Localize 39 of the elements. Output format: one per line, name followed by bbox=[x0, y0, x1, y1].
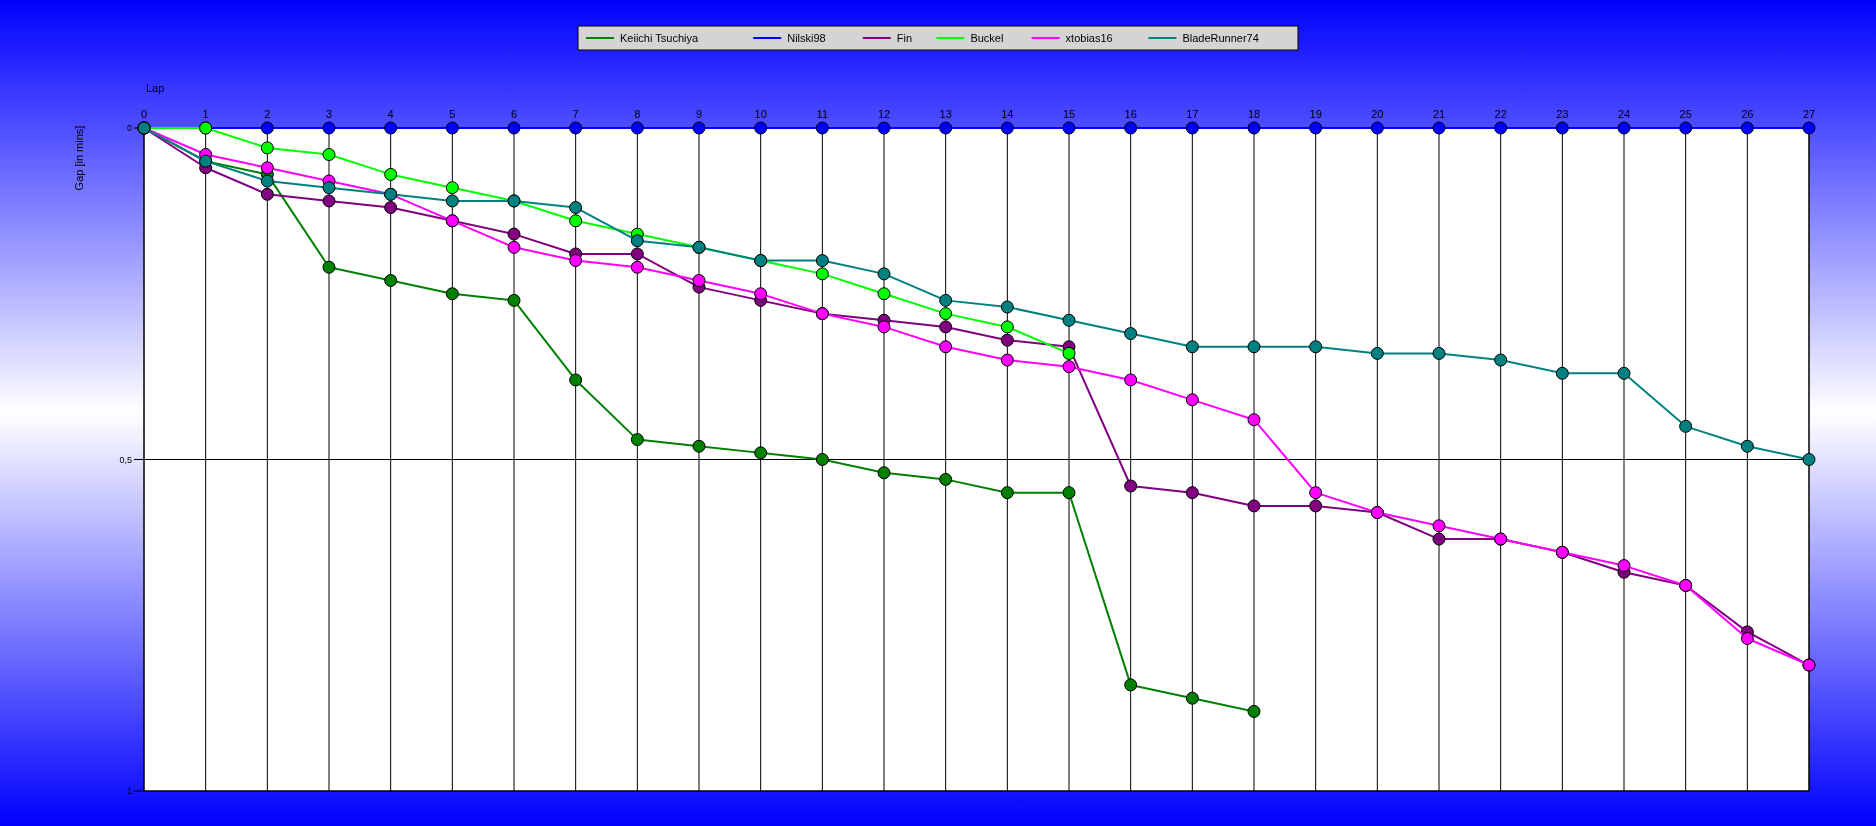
y-tick-label: 0 bbox=[126, 123, 132, 133]
x-tick-label: 11 bbox=[816, 108, 829, 120]
legend-label: Buckel bbox=[970, 32, 1004, 44]
x-tick-label: 21 bbox=[1432, 108, 1446, 120]
x-tick-label: 6 bbox=[510, 108, 518, 120]
legend-label: Keiichi Tsuchiya bbox=[620, 32, 699, 44]
x-tick-label: 18 bbox=[1247, 108, 1261, 120]
legend-label: Nilski98 bbox=[787, 32, 826, 44]
y-tick-label: 0,5 bbox=[119, 454, 132, 465]
y-axis-title: Gap [in mins] bbox=[73, 125, 85, 191]
x-tick-label: 4 bbox=[387, 108, 394, 120]
x-tick-label: 23 bbox=[1556, 108, 1569, 120]
x-tick-label: 16 bbox=[1124, 108, 1137, 120]
legend-label: Fin bbox=[896, 32, 913, 44]
x-axis-title: Lap bbox=[146, 82, 165, 94]
x-tick-label: 12 bbox=[877, 108, 891, 120]
x-tick-label: 7 bbox=[572, 108, 579, 120]
y-tick-label: 1 bbox=[126, 786, 132, 796]
x-tick-label: 10 bbox=[754, 108, 767, 120]
x-tick-label: 22 bbox=[1494, 108, 1507, 120]
x-tick-label: 2 bbox=[264, 108, 271, 120]
x-tick-label: 1 bbox=[202, 108, 209, 120]
x-tick-label: 13 bbox=[939, 108, 952, 120]
x-tick-label: 17 bbox=[1186, 108, 1199, 120]
x-tick-label: 25 bbox=[1679, 108, 1692, 120]
x-tick-label: 0 bbox=[140, 108, 148, 120]
x-tick-label: 27 bbox=[1802, 108, 1816, 120]
x-tick-label: 8 bbox=[634, 108, 641, 120]
x-tick-label: 24 bbox=[1617, 108, 1631, 120]
x-tick-label: 9 bbox=[695, 108, 703, 120]
legend-label: xtobias16 bbox=[1065, 32, 1113, 44]
x-tick-label: 5 bbox=[449, 108, 456, 120]
x-tick-label: 19 bbox=[1309, 108, 1322, 120]
x-tick-label: 15 bbox=[1062, 108, 1076, 120]
x-tick-label: 26 bbox=[1741, 108, 1754, 120]
legend-label: BladeRunner74 bbox=[1182, 32, 1259, 44]
x-tick-label: 20 bbox=[1371, 108, 1384, 120]
x-tick-label: 14 bbox=[1001, 108, 1014, 120]
x-tick-label: 3 bbox=[325, 108, 333, 120]
